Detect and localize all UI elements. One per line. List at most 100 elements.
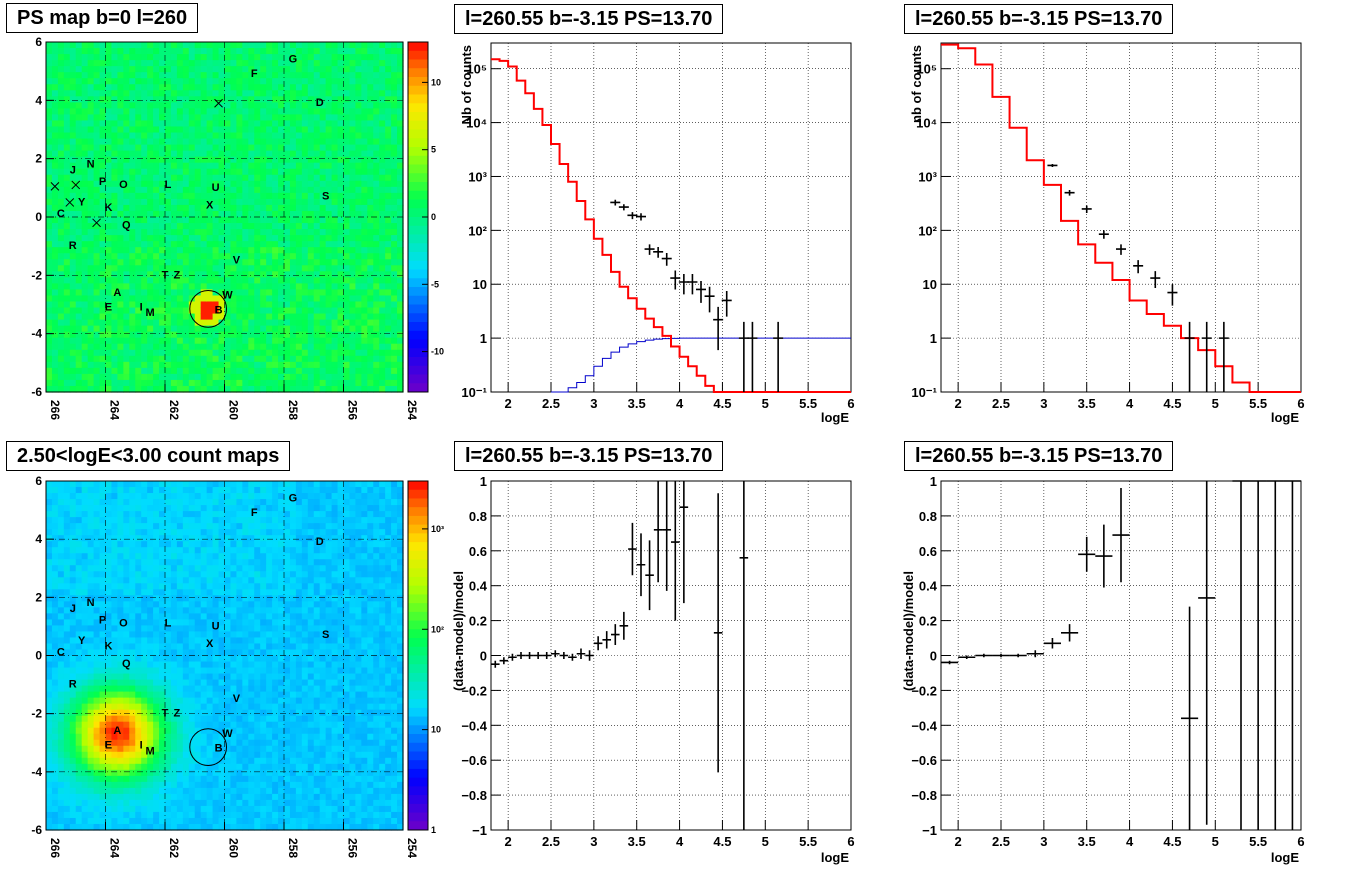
colorbar-cell <box>408 304 428 314</box>
source-label: N <box>87 158 95 170</box>
colorbar-tick-label: 5 <box>431 145 436 155</box>
y-tick-label: −0.2 <box>911 683 937 698</box>
colorbar-cell <box>408 786 428 796</box>
source-label: D <box>316 536 324 548</box>
data-point <box>661 252 672 266</box>
y-tick-label: 0.2 <box>919 614 937 629</box>
colorbar-cell <box>408 681 428 691</box>
x-axis-label: logE <box>1271 410 1299 425</box>
y-tick-label: 10⁴ <box>466 116 487 131</box>
data-point <box>1098 230 1109 239</box>
source-label: Z <box>174 708 181 720</box>
colorbar-cell <box>408 699 428 709</box>
colorbar-tick-label: 10 <box>431 725 441 735</box>
colorbar-cell <box>408 94 428 104</box>
x-tick-label: 258 <box>286 400 300 420</box>
y-tick-label: 6 <box>35 474 42 488</box>
colorbar-cell <box>408 655 428 665</box>
source-label: Q <box>122 658 131 670</box>
colorbar-cell <box>408 734 428 744</box>
colorbar-cell <box>408 383 428 393</box>
colorbar-cell <box>408 322 428 332</box>
source-label: Q <box>122 220 131 232</box>
colorbar-cell <box>408 278 428 288</box>
y-tick-label: 0 <box>35 210 42 224</box>
colorbar-cell <box>408 620 428 630</box>
colorbar-cell <box>408 524 428 534</box>
region-circle <box>189 290 227 328</box>
colorbar-cell <box>408 313 428 323</box>
source-label: E <box>105 301 112 313</box>
y-tick-label: 1 <box>930 331 937 346</box>
data-point <box>1009 653 1027 658</box>
x-tick-label: 4.5 <box>713 396 731 411</box>
y-tick-label: 0.2 <box>469 614 487 629</box>
y-tick-label: 0.4 <box>469 579 488 594</box>
residual-coarse-title: l=260.55 b=-3.15 PS=13.70 <box>904 441 1174 471</box>
source-label: G <box>289 492 298 504</box>
colorbar-cell <box>408 498 428 508</box>
y-tick-label: −0.4 <box>911 718 937 733</box>
data-point <box>542 652 551 659</box>
data-point <box>628 522 637 576</box>
data-point <box>1095 524 1113 588</box>
x-tick-label: 254 <box>405 838 419 858</box>
colorbar-cell <box>408 515 428 526</box>
y-tick-label: 4 <box>35 532 42 546</box>
efficiency-curve <box>551 337 851 393</box>
source-label: Y <box>78 196 86 208</box>
residual-fine-panel: 2 2.5 3 3.5 4 4.5 5 5.5 6 −1 −0.8 −0.6 −0.4 −0.2 0 0.2 0… <box>451 474 855 865</box>
y-tick-label: 2 <box>35 152 42 166</box>
spectrum-fine-title: l=260.55 b=-3.15 PS=13.70 <box>454 4 724 34</box>
data-point <box>738 321 749 392</box>
spectrum-coarse-frame <box>940 42 1302 393</box>
source-label: Z <box>174 269 181 281</box>
colorbar-cell <box>408 260 428 270</box>
colorbar-tick-label: -5 <box>431 279 439 289</box>
x-tick-label: 2.5 <box>992 834 1010 849</box>
data-point <box>1081 205 1092 213</box>
data-point <box>1249 480 1267 830</box>
source-label: R <box>69 240 77 252</box>
y-tick-label: 10² <box>468 223 487 238</box>
source-marker <box>214 98 223 108</box>
colorbar-cell <box>408 594 428 604</box>
data-point <box>679 481 689 604</box>
y-tick-label: -6 <box>31 385 42 399</box>
x-tick-label: 6 <box>1297 396 1304 411</box>
y-tick-label: 0.8 <box>919 509 937 524</box>
x-tick-label: 260 <box>227 400 241 420</box>
model-curve <box>941 43 1301 393</box>
colorbar-cell <box>408 646 428 656</box>
source-label: X <box>206 199 214 211</box>
data-point <box>627 212 638 220</box>
spectrum-coarse-title: l=260.55 b=-3.15 PS=13.70 <box>904 4 1174 34</box>
source-label: D <box>316 97 324 109</box>
colorbar-cell <box>408 742 428 752</box>
colorbar-cell <box>408 225 428 235</box>
colorbar-cell <box>408 568 428 578</box>
y-tick-label: 1 <box>930 474 937 489</box>
data-point <box>739 481 749 830</box>
x-axis-label: logE <box>1271 850 1299 865</box>
data-point <box>1198 481 1216 825</box>
data-point <box>533 652 543 659</box>
x-tick-label: 5 <box>762 396 769 411</box>
data-point <box>1181 606 1199 830</box>
y-tick-label: 10⁻¹ <box>911 385 937 400</box>
colorbar-cell <box>408 164 428 174</box>
colorbar-cell <box>408 690 428 700</box>
y-tick-label: 10⁵ <box>916 62 937 77</box>
data-point <box>747 321 758 392</box>
colorbar-cell <box>408 768 428 779</box>
colorbar-cell <box>408 507 428 517</box>
source-label: K <box>104 641 112 653</box>
source-label: A <box>113 287 121 299</box>
colorbar-tick-label: 10³ <box>431 524 444 534</box>
colorbar-tick-label: 10 <box>431 77 441 87</box>
data-point <box>713 493 723 773</box>
source-label: U <box>212 182 220 194</box>
colorbar-cell <box>408 803 428 814</box>
x-tick-label: 4 <box>1126 396 1134 411</box>
spectrum-fine-panel: 2 2.5 3 3.5 4 4.5 5 5.5 6 10⁻¹ 1 10 10² 10³ 10⁴ 10⁵ logE… <box>459 42 855 425</box>
